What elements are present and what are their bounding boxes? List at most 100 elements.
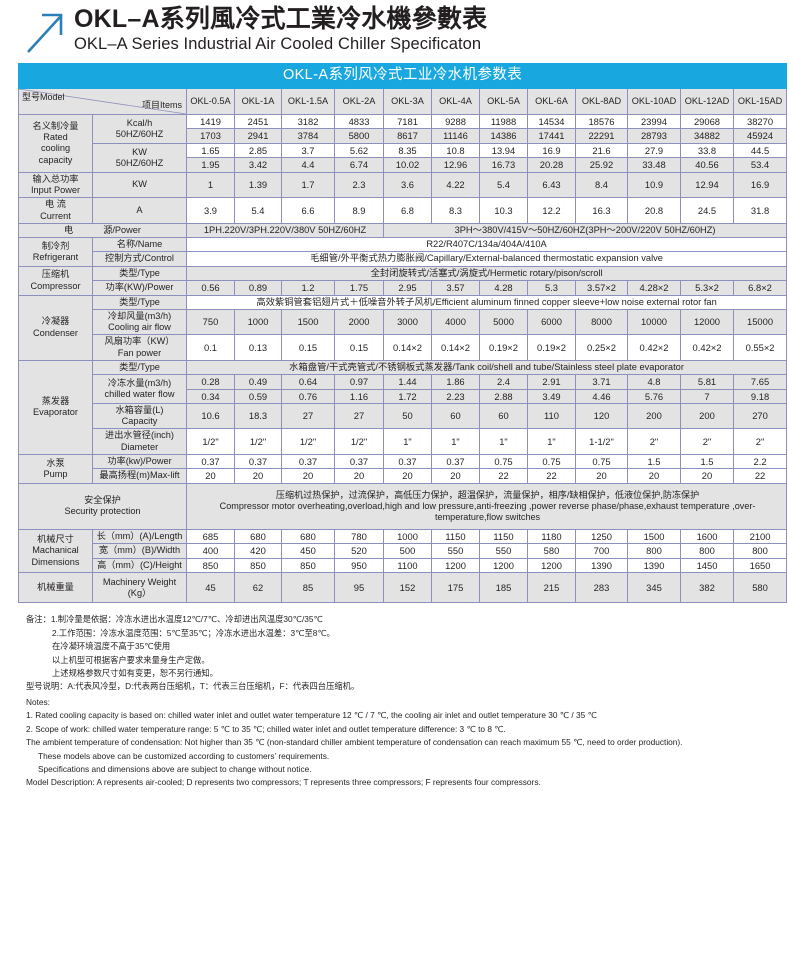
subitem-pump-power: 功率(kw)/Power: [92, 453, 187, 470]
cell: 0.14×2: [383, 334, 432, 361]
group-label-en: Current: [40, 210, 71, 221]
group-label-cn: 蒸发器: [41, 396, 70, 407]
corner-label-model: 型号Model: [22, 92, 65, 102]
cell: 1.75: [334, 280, 384, 296]
cell: 62: [234, 572, 282, 604]
table-row: 电 源/Power 1PH.220V/3PH.220V/380V 50HZ/60H…: [18, 222, 788, 239]
note-cn-5: 上述规格参数尺寸如有变更，恕不另行通知。: [52, 667, 218, 678]
cell: 27.9: [627, 142, 681, 159]
cell: 1/2": [281, 428, 335, 455]
table-row: 制冷剂 Refrigerant 名称/Name R22/R407C/134a/4…: [18, 237, 788, 267]
cell: 1/2": [334, 428, 384, 455]
model-column-header: OKL-5A: [479, 88, 528, 115]
security-line-cn: 压缩机过热保护，过流保护，高低压力保护，超温保护，流量保护，相序/缺相保护，低液…: [275, 489, 700, 500]
cell: 14386: [479, 128, 528, 144]
cell: 85: [281, 572, 335, 604]
arrow-up-right-icon: [27, 13, 63, 53]
note-cn-2: 2.工作范围：冷冻水温度范围：5℃至35℃；冷冻水进出水温差：3℃至8℃。: [52, 627, 335, 638]
subitem-max-lift: 最高扬程(m)Max-lift: [92, 468, 187, 484]
cell: 8617: [383, 128, 432, 144]
cell: 34882: [680, 128, 734, 144]
table-row: 高（mm）(C)/Height 850 850 850 950 1100 120…: [19, 557, 788, 574]
cell: 1.44: [383, 374, 432, 390]
group-label-rated-cooling: 名义制冷量 Rated cooling capacity: [18, 114, 93, 173]
corner-label-items: 项目Items: [141, 100, 182, 111]
cell: 22291: [575, 128, 628, 144]
condenser-type-value: 高效紫铜管套铝翅片式＋低噪音外转子风机/Efficient aluminum f…: [185, 294, 788, 310]
cell: 1200: [527, 557, 576, 574]
subitem-cooling-air-flow: 冷却风量(m3/h) Cooling air flow: [92, 308, 187, 336]
subitem-line2: Cooling air flow: [108, 322, 171, 333]
group-label-en1: Rated: [43, 132, 68, 143]
cell: 5.4: [234, 197, 282, 224]
cell: 10.3: [479, 197, 528, 224]
table-row: 功率(KW)/Power 0.56 0.89 1.2 1.75 2.95 3.5…: [19, 280, 788, 296]
cell: 6.43: [527, 171, 576, 199]
diagonal-divider-icon: [19, 89, 186, 114]
subitem-type: 类型/Type: [92, 294, 187, 310]
subitem-line1: KW: [132, 146, 147, 157]
cell: 283: [575, 572, 628, 604]
cell: 16.9: [527, 142, 576, 159]
cell: 18576: [575, 113, 628, 130]
cell: 1200: [479, 557, 528, 574]
cell: 1419: [186, 113, 235, 130]
table-row: 水箱容量(L) Capacity 10.6 18.3 27 27 50 60 6…: [19, 402, 788, 430]
cell: 4.8: [627, 374, 681, 390]
cell: 1180: [527, 528, 576, 545]
cell: 1/2": [186, 428, 235, 455]
cell: 1.95: [186, 157, 235, 173]
cell: 0.89: [234, 280, 282, 296]
cell: 1.72: [383, 388, 432, 405]
cell: 345: [627, 572, 681, 604]
cell: 17441: [527, 128, 576, 144]
cell: 780: [334, 528, 384, 545]
cell: 450: [281, 543, 335, 559]
cell: 580: [732, 572, 788, 604]
group-label-en3: capacity: [38, 154, 73, 165]
group-label-cn: 压缩机: [41, 269, 70, 280]
cell: 0.97: [334, 374, 384, 390]
cell: 0.37: [234, 453, 282, 470]
cell: 185: [479, 572, 528, 604]
cell: 580: [527, 543, 576, 559]
cell: 1150: [479, 528, 528, 545]
cell: 700: [575, 543, 628, 559]
cell: 38270: [732, 113, 788, 130]
note-en-2: 2. Scope of work: chilled water temperat…: [26, 723, 506, 734]
cell: 0.64: [281, 374, 335, 390]
table-row: 机械尺寸 Machanical Dimensions 长（mm）(A)/Leng…: [18, 528, 788, 574]
subitem-fan-power: 风扇功率（KW） Fan power: [92, 334, 187, 361]
cell: 4.22: [431, 171, 480, 199]
cell: 5800: [334, 128, 384, 144]
cell: 0.37: [431, 453, 480, 470]
table-row: 控制方式/Control 毛细管/外平衡式热力膨胀阀/Capillary/Ext…: [19, 251, 788, 267]
cell: 9.18: [732, 388, 788, 405]
group-label-cn: 制冷剂: [41, 240, 70, 251]
group-label-refrigerant: 制冷剂 Refrigerant: [18, 237, 93, 267]
cell: 1.7: [281, 171, 335, 199]
model-column-header: OKL-1.5A: [281, 88, 335, 115]
cell: 16.3: [575, 197, 628, 224]
model-column-header: OKL-12AD: [680, 88, 734, 115]
subitem-line2: Diameter: [120, 441, 159, 452]
table-row: 安全保护 Security protection 压缩机过热保护，过流保护，高低…: [18, 482, 788, 530]
cell: 3.42: [234, 157, 282, 173]
cell: 0.56: [186, 280, 235, 296]
cell: 2.23: [431, 388, 480, 405]
cell: 1600: [680, 528, 734, 545]
cell: 10.8: [431, 142, 480, 159]
security-protection-value: 压缩机过热保护，过流保护，高低压力保护，超温保护，流量保护，相序/缺相保护，低液…: [185, 482, 788, 530]
group-label-cn: 安全保护: [84, 495, 121, 506]
cell: 20: [431, 468, 480, 484]
table-row: KW 50HZ/60HZ 1.65 2.85 3.7 5.62 8.35 10.…: [19, 142, 788, 173]
group-label-condenser: 冷凝器 Condenser: [18, 294, 93, 361]
cell: 5.3: [527, 280, 576, 296]
subitem-line1: 冷冻水量(m3/h): [107, 377, 172, 388]
cell: 0.34: [186, 388, 235, 405]
security-line-en1: Compressor motor overheating,overload,hi…: [219, 500, 756, 511]
cell: 1.2: [281, 280, 335, 296]
cell: 2": [680, 428, 734, 455]
cell: 22: [732, 468, 788, 484]
cell: 1000: [234, 308, 282, 336]
